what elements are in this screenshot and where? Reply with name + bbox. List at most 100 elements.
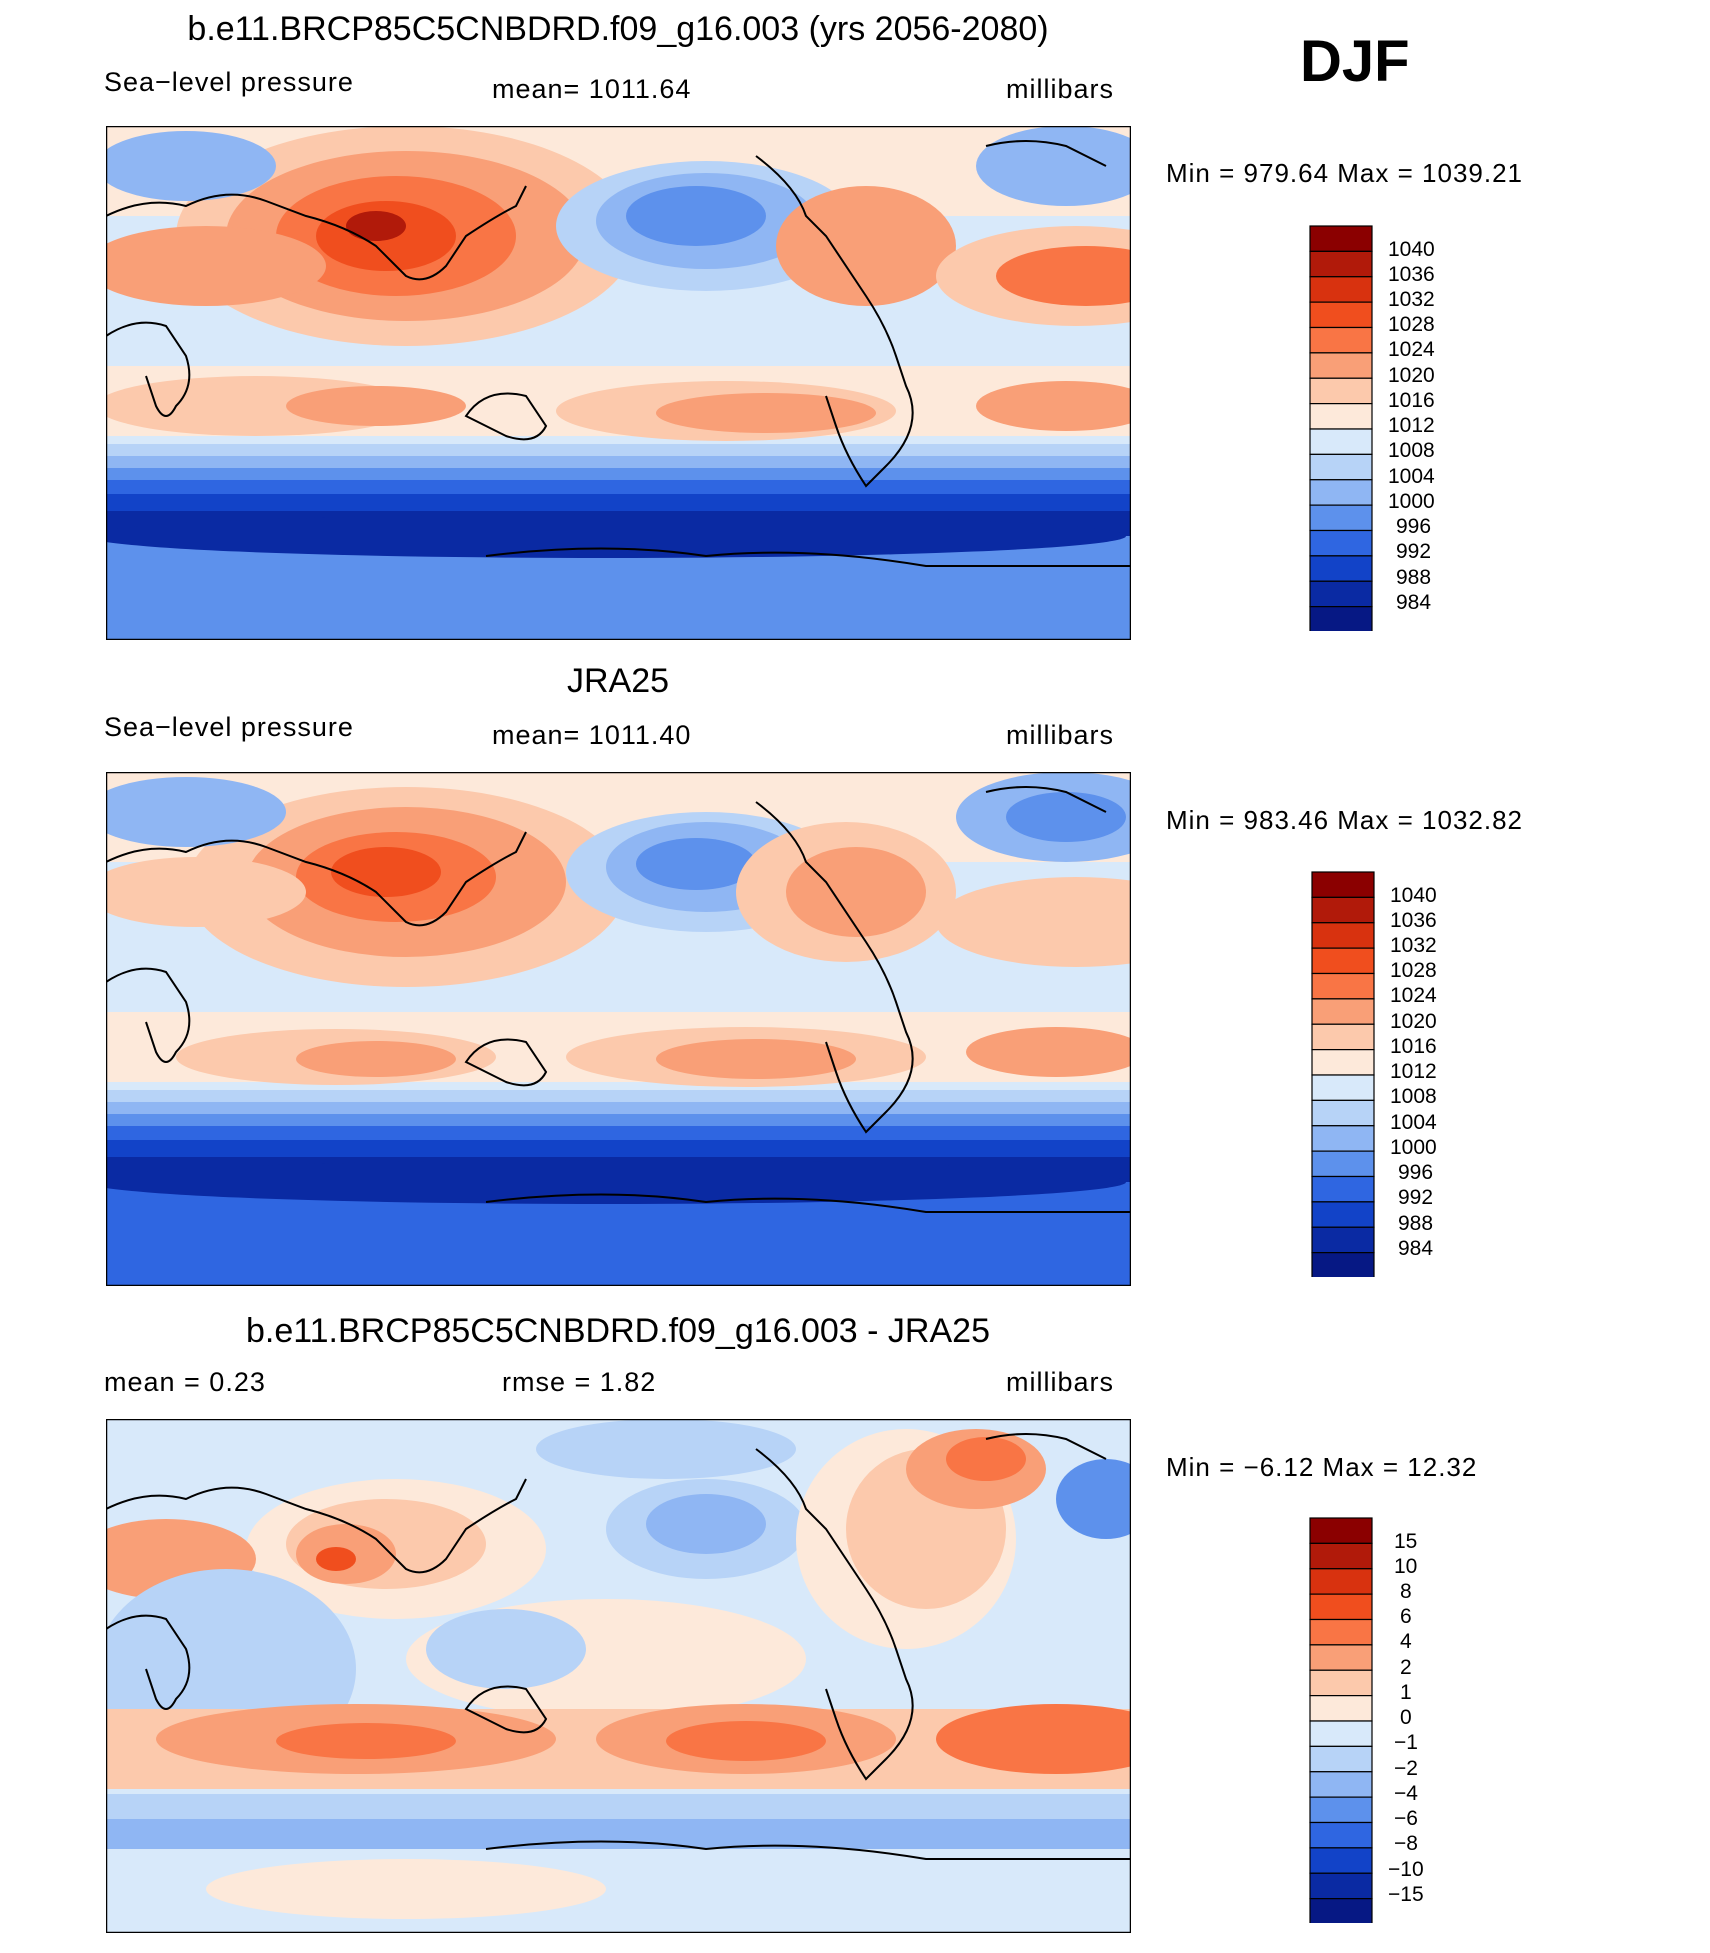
panel-3-cbar-label: −4 [1394,1782,1418,1805]
colorbar-swatch [1311,1150,1375,1178]
panel-1-colorbar-swatches [1309,225,1373,631]
panel-3-mean-label: mean = 0.23 [104,1367,266,1397]
colorbar-swatch [1309,276,1373,303]
colorbar-swatch [1309,326,1373,354]
panel-1-cbar-label: 984 [1396,591,1432,614]
season-label: DJF [1300,29,1410,94]
panel-2-mean-label: mean= 1011.40 [492,720,692,750]
panel-1-units-label: millibars [1006,74,1115,104]
panel-2-minmax: Min = 983.46 Max = 1032.82 [1166,805,1524,835]
panel-1-variable-label: Sea−level pressure [104,67,354,97]
panel-1-cbar-label: 1028 [1388,313,1435,336]
panel-3-cbar-label: −8 [1394,1832,1418,1855]
colorbar-swatch [1309,1771,1373,1798]
panel-1-cbar-label: 1000 [1388,490,1435,513]
panel-3-cbar-label: −15 [1388,1883,1424,1906]
colorbar-swatch [1309,250,1373,278]
panel-2-units-label: millibars [1006,720,1115,750]
panel-2-coastlines [106,786,1131,1213]
colorbar-swatch [1309,1695,1373,1722]
panel-1-cbar-label: 1020 [1388,364,1435,387]
panel-2-cbar-label: 988 [1398,1212,1434,1235]
colorbar-swatch [1309,428,1373,455]
panel-1-cbar-label: 1008 [1388,439,1435,462]
colorbar-swatch [1311,1252,1375,1277]
panel-3-minmax: Min = −6.12 Max = 12.32 [1166,1452,1478,1482]
colorbar-swatch [1311,1175,1375,1203]
panel-3-cbar-label: 0 [1400,1706,1412,1729]
colorbar-swatch [1309,403,1373,430]
panel-3-units-label: millibars [1006,1367,1115,1397]
panel-1-cbar-label: 996 [1396,515,1432,538]
colorbar-swatch [1309,225,1373,252]
panel-2-cbar-label: 1012 [1390,1060,1437,1083]
panel-3-map [106,1419,1131,1933]
colorbar-swatch [1311,1125,1375,1152]
panel-3-cbar-label: 2 [1400,1656,1412,1679]
panel-2-cbar-label: 992 [1398,1186,1434,1209]
panel-3-cbar-label: 6 [1400,1605,1412,1628]
panel-1-cbar-label: 1012 [1388,414,1435,437]
colorbar-swatch [1309,352,1373,379]
colorbar-swatch [1311,1099,1375,1127]
panel-1-mean-label: mean= 1011.64 [492,74,692,104]
colorbar-swatch [1311,922,1375,949]
panel-3-cbar-label: 1 [1400,1681,1412,1704]
panel-2-field [106,772,1131,1286]
panel-2-cbar-label: 1008 [1390,1085,1437,1108]
panel-1-cbar-label: 992 [1396,540,1432,563]
colorbar-swatch [1309,1847,1373,1874]
colorbar-swatch [1309,580,1373,608]
colorbar-swatch [1309,1568,1373,1595]
panel-2-cbar-label: 1040 [1390,884,1437,907]
panel-2-colorbar-swatches [1311,871,1375,1277]
panel-1-cbar-label: 1016 [1388,389,1435,412]
panel-1-map [106,126,1131,640]
panel-3-cbar-label: −1 [1394,1731,1418,1754]
panel-1-cbar-label: 1032 [1388,288,1435,311]
colorbar-swatch [1309,1745,1373,1773]
colorbar-swatch [1309,453,1373,481]
colorbar-swatch [1309,1898,1373,1923]
panel-3-colorbar-swatches [1309,1517,1373,1923]
colorbar-swatch [1309,1542,1373,1570]
colorbar-swatch [1311,871,1375,898]
panel-1-coastlines [106,140,1131,567]
colorbar-swatch [1309,1669,1373,1697]
panel-3-cbar-label: 4 [1400,1630,1412,1653]
panel-1-minmax: Min = 979.64 Max = 1039.21 [1166,158,1524,188]
panel-2-title: JRA25 [566,662,670,700]
panel-2-variable-label: Sea−level pressure [104,712,354,742]
colorbar-swatch [1309,1618,1373,1646]
colorbar-swatch [1311,998,1375,1025]
panel-2-cbar-label: 996 [1398,1161,1434,1184]
colorbar-swatch [1309,1517,1373,1544]
panel-3-cbar-label: −6 [1394,1807,1418,1830]
panel-3-cbar-label: −2 [1394,1757,1418,1780]
panel-3-rmse-label: rmse = 1.82 [502,1367,657,1397]
colorbar-swatch [1309,529,1373,557]
panel-2-cbar-label: 1016 [1390,1035,1437,1058]
panel-2-cbar-label: 1004 [1390,1111,1437,1134]
panel-1-cbar-label: 988 [1396,566,1432,589]
colorbar-swatch [1309,1796,1373,1824]
panel-2-cbar-label: 1024 [1390,984,1437,1007]
colorbar-swatch [1311,896,1375,924]
colorbar-swatch [1309,555,1373,582]
colorbar-swatch [1311,947,1375,975]
panel-3-cbar-label: 15 [1394,1530,1418,1553]
colorbar-swatch [1311,1023,1375,1051]
panel-2-cbar-label: 1000 [1390,1136,1437,1159]
colorbar-swatch [1309,504,1373,532]
colorbar-swatch [1309,1593,1373,1621]
panel-3-field [106,1419,1131,1933]
panel-2-cbar-label: 1036 [1390,909,1437,932]
colorbar-swatch [1311,1074,1375,1101]
colorbar-swatch [1311,972,1375,1000]
colorbar-swatch [1309,479,1373,506]
panel-3-coastlines [106,1433,1131,1860]
colorbar-swatch [1309,1872,1373,1900]
panel-1-cbar-label: 1040 [1388,238,1435,261]
panel-1-cbar-label: 1004 [1388,465,1435,488]
colorbar-swatch [1309,1821,1373,1849]
